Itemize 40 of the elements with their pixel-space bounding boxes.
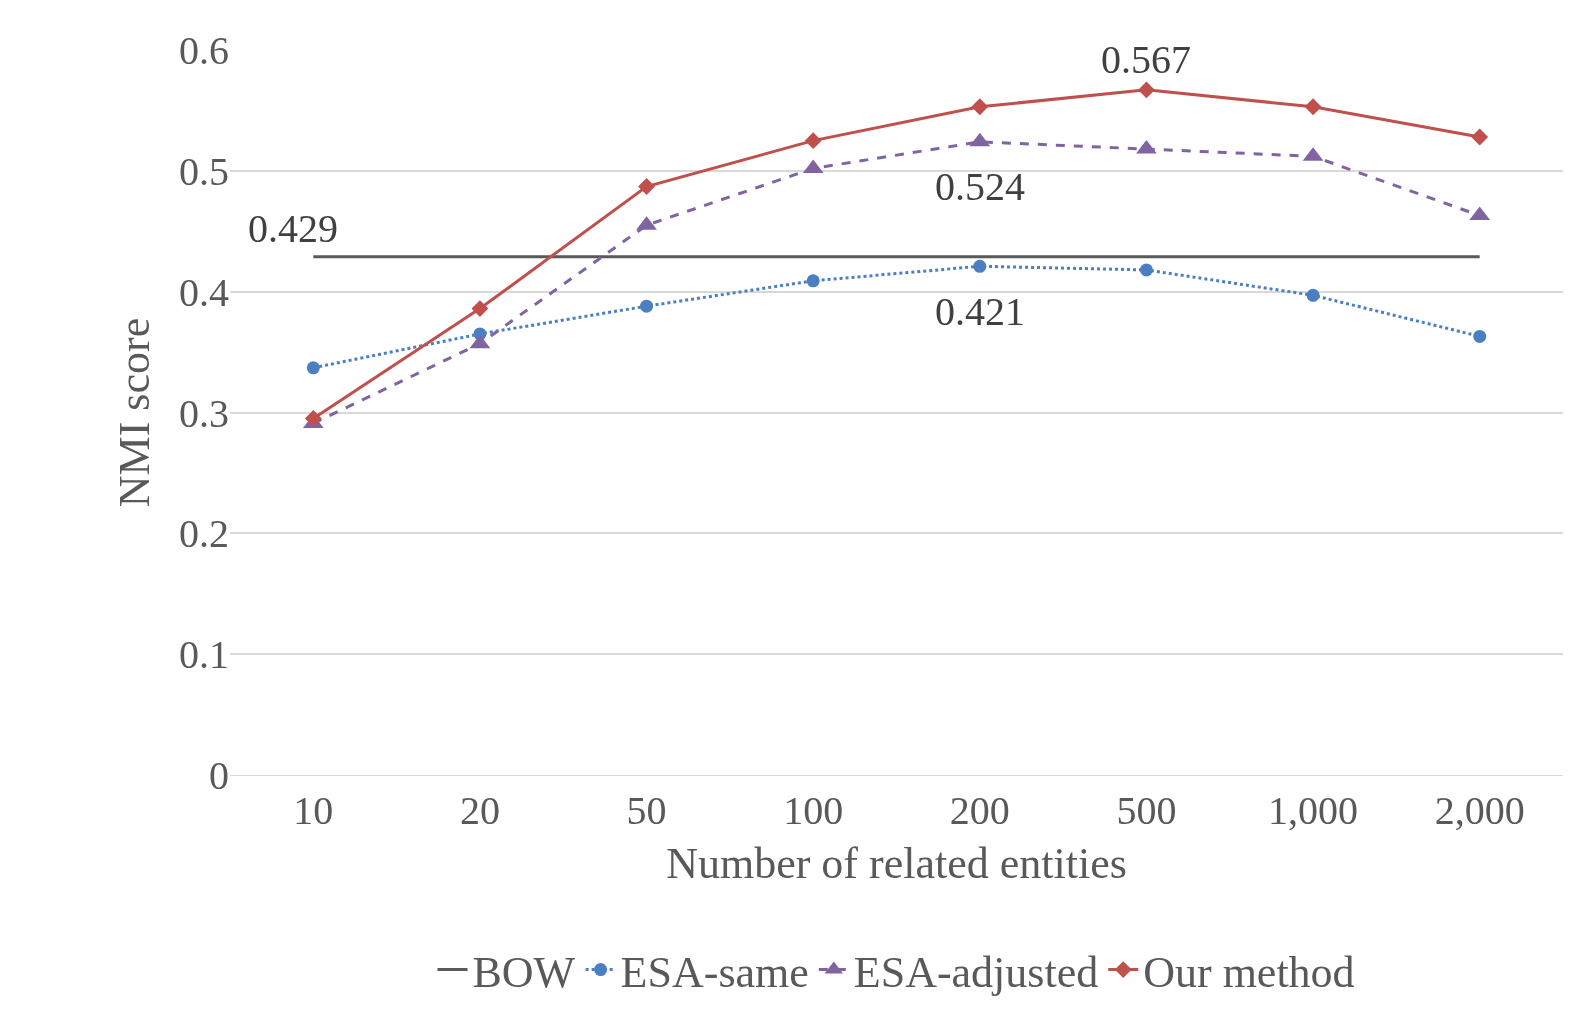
x-tick-label: 20 bbox=[459, 788, 500, 833]
legend-label: ESA-same bbox=[620, 947, 809, 997]
x-tick-label: 1,000 bbox=[1268, 788, 1359, 833]
x-tick-label: 500 bbox=[1116, 788, 1177, 833]
y-tick-label: 0.2 bbox=[179, 511, 229, 557]
legend-label: ESA-adjusted bbox=[853, 947, 1099, 997]
y-tick-label: 0.6 bbox=[179, 28, 229, 73]
x-tick-label: 100 bbox=[783, 788, 844, 833]
annotation: 0.421 bbox=[935, 289, 1025, 334]
y-tick-label: 0.3 bbox=[179, 390, 229, 436]
point bbox=[973, 259, 987, 273]
y-tick-label: 0.4 bbox=[179, 269, 229, 315]
point bbox=[471, 300, 489, 318]
y-tick-label: 0.5 bbox=[179, 148, 229, 194]
point bbox=[1306, 288, 1320, 302]
x-tick-label: 10 bbox=[293, 788, 334, 833]
point bbox=[1471, 128, 1489, 146]
legend-label: Our method bbox=[1143, 947, 1355, 997]
point bbox=[640, 299, 654, 313]
point bbox=[1304, 98, 1322, 116]
y-tick-label: 0 bbox=[209, 753, 229, 798]
y-axis-title: NMI score bbox=[110, 317, 160, 508]
annotation: 0.524 bbox=[935, 164, 1025, 209]
point bbox=[804, 132, 822, 150]
point bbox=[1137, 81, 1155, 99]
point bbox=[1473, 329, 1487, 343]
x-tick-label: 200 bbox=[949, 788, 1010, 833]
annotation: 0.429 bbox=[248, 206, 338, 251]
point bbox=[971, 98, 989, 116]
point bbox=[306, 361, 320, 375]
y-tick-label: 0.1 bbox=[179, 632, 229, 678]
x-tick-label: 50 bbox=[626, 788, 667, 833]
point bbox=[304, 410, 322, 427]
point bbox=[638, 178, 656, 195]
x-tick-label: 2,000 bbox=[1434, 788, 1525, 833]
point bbox=[1139, 263, 1153, 277]
x-axis-title: Number of related entities bbox=[666, 839, 1127, 889]
annotation: 0.567 bbox=[1101, 37, 1191, 82]
point bbox=[806, 274, 820, 288]
legend-label: BOW bbox=[472, 947, 576, 997]
